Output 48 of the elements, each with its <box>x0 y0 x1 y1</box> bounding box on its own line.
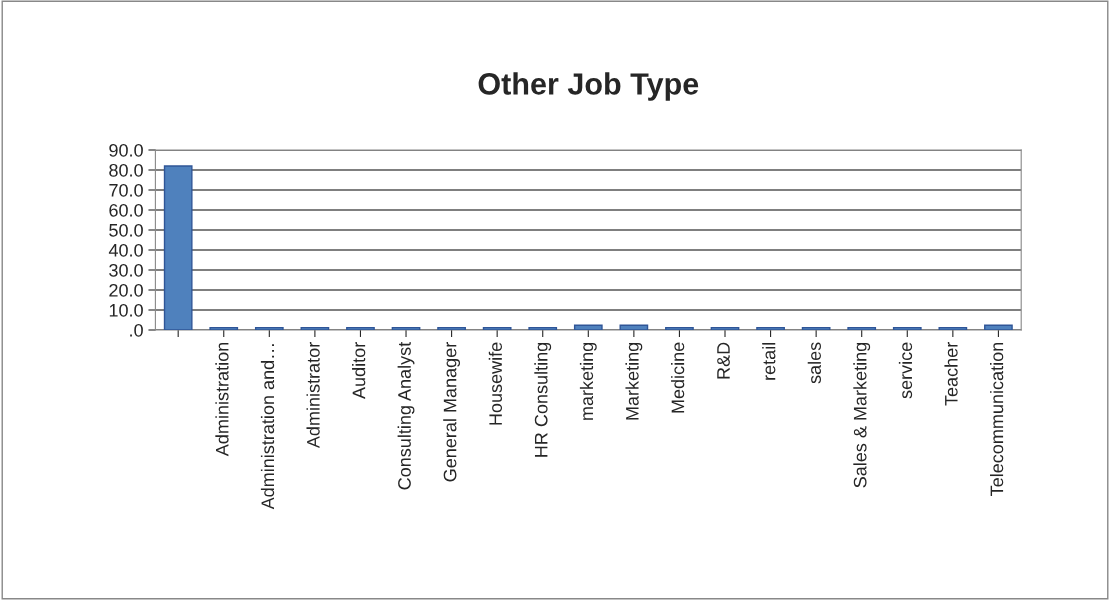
bar <box>938 326 968 330</box>
bar <box>710 326 740 330</box>
x-tick-label: service <box>898 342 913 399</box>
x-tick-label: Administrator <box>306 342 320 449</box>
bar <box>619 324 649 330</box>
y-tick-label: .0 <box>130 323 143 337</box>
y-tick-label: 20.0 <box>109 283 143 297</box>
bar <box>437 326 466 330</box>
y-tick-label: 10.0 <box>109 303 143 317</box>
y-tick-label: 90.0 <box>109 143 143 157</box>
x-tick-label: Teacher <box>944 342 958 406</box>
x-tick-label: General Manager <box>443 342 461 482</box>
bar <box>801 326 831 330</box>
y-tick-label: 60.0 <box>109 203 143 217</box>
bar <box>756 326 785 330</box>
y-tick-label: 70.0 <box>109 183 143 197</box>
bar <box>892 326 922 330</box>
bar <box>163 165 193 330</box>
x-tick-label: sales <box>807 342 821 384</box>
x-tick-label: Administration <box>215 342 229 457</box>
chart-title: Other Job Type <box>478 72 699 101</box>
x-tick-label: R&D <box>717 342 730 379</box>
bar <box>847 326 877 330</box>
bar <box>254 326 284 330</box>
x-tick-label: Housewife <box>488 342 503 425</box>
y-tick-label: 50.0 <box>109 223 143 237</box>
bar <box>665 326 694 330</box>
bar <box>346 326 375 330</box>
x-tick-label: Marketing <box>625 342 643 420</box>
y-tick-label: 80.0 <box>109 163 143 177</box>
bar <box>482 326 512 330</box>
y-tick-label: 30.0 <box>109 263 143 277</box>
x-tick-label: Medicine <box>671 342 685 413</box>
bar <box>300 326 330 330</box>
y-tick-label: 40.0 <box>108 243 143 257</box>
bar <box>209 326 239 330</box>
bar <box>984 324 1013 330</box>
x-tick-label: Consulting Analyst <box>397 341 415 490</box>
bar <box>391 326 421 330</box>
x-tick-label: marketing <box>579 342 597 420</box>
x-tick-label: Administration and… <box>260 344 275 510</box>
bar <box>573 324 603 330</box>
x-tick-label: Auditor <box>352 342 366 399</box>
x-tick-label: retail <box>762 343 776 380</box>
bar <box>528 326 558 330</box>
x-tick-label: Sales & Marketing <box>853 342 871 488</box>
x-tick-label: HR Consulting <box>534 342 552 457</box>
x-tick-label: Telecommunication <box>990 342 1004 496</box>
